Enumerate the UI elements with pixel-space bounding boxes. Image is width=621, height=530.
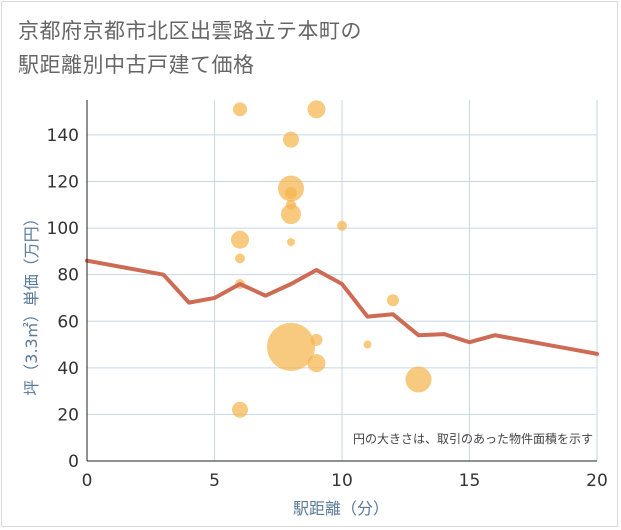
trend-line-group (85, 258, 599, 356)
x-tick-label: 20 (586, 471, 608, 491)
bubble-point (281, 204, 301, 225)
y-tick-label: 20 (57, 405, 79, 425)
bubble-point (232, 401, 248, 418)
bubble-point (278, 175, 304, 202)
y-tick-label: 120 (47, 173, 79, 193)
size-note: 円の大きさは、取引のあった物件面積を示す (353, 431, 593, 446)
y-tick-label: 100 (47, 219, 79, 239)
x-tick-label: 10 (331, 471, 353, 491)
chart-title-line-2: 駅距離別中古戸建て価格 (18, 53, 255, 77)
bubble-point (405, 366, 432, 393)
y-tick-label: 80 (57, 266, 79, 286)
bubble-point (363, 340, 372, 349)
trend-line (85, 258, 599, 356)
bubble-point (231, 230, 249, 249)
bubble-point (283, 131, 299, 148)
axes (86, 100, 597, 462)
x-tick-label: 0 (82, 471, 93, 491)
bubble-point (267, 322, 315, 371)
y-tick-label: 140 (47, 126, 79, 146)
y-tick-label: 60 (57, 312, 79, 332)
x-tick-label: 5 (209, 471, 220, 491)
chart-title-line-1: 京都府京都市北区出雲路立テ本町の (18, 19, 362, 43)
x-axis-label: 駅距離（分） (293, 499, 389, 518)
bubble-point (233, 102, 247, 117)
bubble-point (235, 253, 245, 264)
x-tick-label: 15 (459, 471, 481, 491)
bubble-series (231, 100, 432, 418)
tick-labels: 0 20 40 60 80 100 120 140 0 5 10 15 20 (47, 126, 608, 491)
bubble-point (307, 100, 326, 119)
chart-title: 京都府京都市北区出雲路立テ本町の 駅距離別中古戸建て価格 (18, 14, 362, 82)
grid-lines (87, 100, 598, 461)
y-axis-label: 坪（3.3㎡）単価（万円） (22, 210, 41, 395)
bubble-point (286, 199, 296, 210)
bubble-point (387, 294, 399, 307)
bubble-point (310, 333, 323, 346)
bubble-point (307, 354, 326, 373)
y-tick-label: 0 (68, 452, 79, 472)
y-tick-label: 40 (57, 359, 79, 379)
bubble-point (337, 220, 347, 231)
bubble-point (287, 238, 295, 247)
